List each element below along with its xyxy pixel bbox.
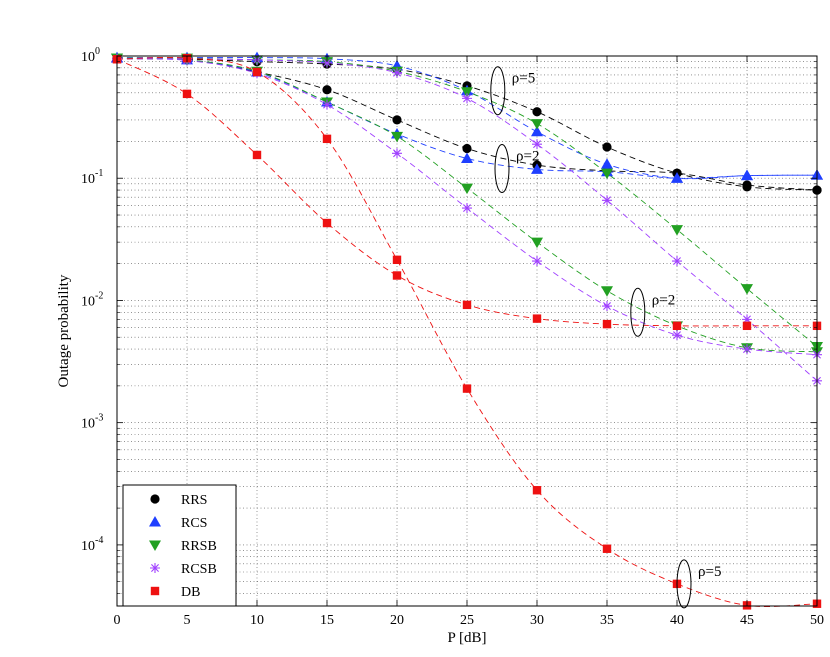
legend-label-rrsb: RRSB [181,539,217,554]
point-rcs-rho-2 [461,152,473,163]
x-axis-label: P [dB] [447,630,486,646]
point-rrs-rho-2 [742,180,752,190]
y-tick-label: 10-2 [81,290,103,309]
y-tick-label: 100 [81,46,100,65]
point-rrsb-rho-2 [391,131,403,143]
point-rcs-rho-2 [671,172,683,183]
point-rcsb-rho-2 [462,203,472,214]
point-db-rho-2 [392,271,402,280]
point-rcsb-rho-2 [392,148,402,159]
point-rcs-rho-5 [601,158,613,169]
legend-label-db: DB [181,585,200,600]
point-rrs-rho-2 [392,115,402,125]
point-db-rho-2 [672,321,682,331]
point-db-rho-2 [322,218,332,228]
point-rcs-rho-2 [531,163,543,174]
x-tick-label: 45 [740,613,754,628]
point-rrsb-rho-2 [531,237,543,249]
point-rrsb-rho-5 [531,119,543,130]
point-rrsb-rho-5 [671,225,683,236]
x-tick-label: 30 [530,613,544,628]
point-rcsb-rho-5 [672,256,682,267]
annotation-label: ρ=5 [512,71,535,87]
legend-marker-rcs [149,516,161,527]
point-rrsb-rho-2 [601,286,613,297]
legend-label-rcs: RCS [181,516,207,531]
point-db-rho-2 [742,321,752,331]
point-db-rho-2 [602,319,612,329]
point-rrs-rho-5 [532,107,542,117]
y-tick-label: 10-3 [81,413,103,432]
y-tick-label: 10-4 [81,535,103,554]
legend-label-rrs: RRS [181,493,207,508]
point-rrsb-rho-2 [461,183,473,195]
point-db-rho-5 [462,384,472,393]
x-tick-label: 25 [460,613,474,628]
point-db-rho-5 [252,67,262,77]
point-rcsb-rho-2 [532,256,542,267]
annotation-ellipses [490,66,692,609]
legend-box [122,484,237,607]
point-db-rho-2 [462,300,472,310]
y-axis-label: Outage probability [56,274,72,387]
x-tick-label: 5 [184,613,191,628]
point-rcsb-rho-5 [322,57,332,68]
point-rrsb-rho-5 [741,284,753,295]
point-db-rho-5 [322,134,332,144]
annotation-ellipse [676,559,692,609]
annotation-label: ρ=5 [698,564,721,580]
legend-marker-db [150,586,160,596]
x-tick-label: 10 [250,613,264,628]
x-tick-label: 15 [320,613,334,628]
point-rcsb-rho-5 [392,67,402,78]
curve-db-rho-5 [116,56,818,607]
legend-marker-rrs [150,494,160,504]
point-rrsb-rho-5 [461,87,473,98]
annotation-ellipse [490,66,506,116]
point-rrs-rho-2 [322,85,332,95]
point-rcsb-rho-5 [462,93,472,104]
annotation-ellipse [630,287,646,337]
legend: RRS RCS RRSB RCSB DB [122,484,237,607]
point-db-rho-5 [392,255,402,265]
annotation-label: ρ=2 [652,292,675,308]
point-rcs-rho-2 [741,169,753,181]
x-tick-label: 20 [390,613,404,628]
y-tick-label: 10-1 [81,168,103,187]
point-rcsb-rho-5 [742,314,752,325]
legend-marker-rcsb [150,563,160,573]
annotations: ρ=5 ρ=2 ρ=2 ρ=5 [512,71,722,580]
point-db-rho-2 [182,89,192,99]
point-rrs-rho-2 [462,143,472,154]
curve-rcsb-rho-5 [116,58,818,382]
curve-rcs-rho-2 [116,57,818,179]
point-rcsb-rho-2 [672,330,682,341]
annotation-label: ρ=2 [516,149,539,165]
legend-label-rcsb: RCSB [181,562,217,577]
point-db-rho-2 [532,314,542,323]
point-db-rho-5 [602,544,612,553]
point-rcsb-rho-2 [742,344,752,355]
axis-ticks: 0 5 10 15 20 25 30 35 40 45 50 100 10-1 10-2 10-3 10-4 [81,46,824,628]
point-rrs-rho-5 [602,142,612,152]
annotation-ellipse [494,144,510,194]
point-rcsb-rho-2 [322,99,332,110]
x-tick-label: 50 [810,613,824,628]
x-tick-label: 0 [114,613,121,628]
point-rcsb-rho-2 [602,301,612,312]
point-rcs-rho-5 [531,125,543,137]
point-db-rho-5 [532,486,542,495]
point-db-rho-2 [252,150,262,160]
point-rcsb-rho-5 [532,139,542,150]
curve-db-rho-2 [116,58,817,327]
point-rcsb-rho-5 [602,195,612,206]
x-tick-label: 35 [600,613,614,628]
point-rrsb-rho-5 [601,168,613,180]
legend-marker-rrsb [149,540,161,551]
x-tick-label: 40 [670,613,684,628]
